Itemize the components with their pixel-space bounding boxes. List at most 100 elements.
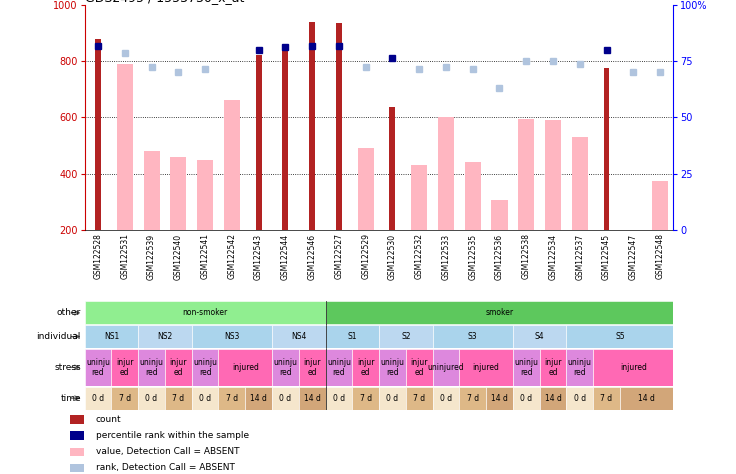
Bar xyxy=(325,301,673,324)
Bar xyxy=(170,157,186,230)
Bar xyxy=(513,387,539,410)
Bar xyxy=(593,349,673,385)
Text: NS1: NS1 xyxy=(104,332,119,341)
Text: GSM122530: GSM122530 xyxy=(388,234,397,280)
Bar xyxy=(165,349,191,385)
Text: GSM122534: GSM122534 xyxy=(548,234,557,280)
Bar xyxy=(111,349,138,385)
Text: NS4: NS4 xyxy=(291,332,306,341)
Bar xyxy=(604,68,609,230)
Bar xyxy=(85,387,111,410)
Bar xyxy=(438,118,454,230)
Text: 7 d: 7 d xyxy=(226,394,238,402)
Text: GDS2495 / 1553730_x_at: GDS2495 / 1553730_x_at xyxy=(85,0,244,4)
Bar xyxy=(433,325,513,348)
Text: S4: S4 xyxy=(535,332,545,341)
Bar xyxy=(299,387,325,410)
Text: GSM122540: GSM122540 xyxy=(174,234,183,280)
Bar xyxy=(111,387,138,410)
Bar xyxy=(138,349,165,385)
Text: uninju
red: uninju red xyxy=(567,358,592,377)
Text: GSM122541: GSM122541 xyxy=(201,234,210,280)
Text: S3: S3 xyxy=(468,332,478,341)
Bar xyxy=(433,349,459,385)
Bar xyxy=(336,23,342,230)
Text: S5: S5 xyxy=(615,332,625,341)
Text: other: other xyxy=(57,309,81,317)
Text: injured: injured xyxy=(473,363,500,372)
Text: 14 d: 14 d xyxy=(250,394,267,402)
Text: GSM122531: GSM122531 xyxy=(120,234,130,280)
Text: time: time xyxy=(60,394,81,402)
Bar xyxy=(245,387,272,410)
Text: uninjured: uninjured xyxy=(428,363,464,372)
Text: uninju
red: uninju red xyxy=(514,358,538,377)
Bar xyxy=(411,165,427,230)
Text: injur
ed: injur ed xyxy=(116,358,133,377)
Bar xyxy=(219,349,272,385)
Text: GSM122532: GSM122532 xyxy=(414,234,424,280)
Text: injur
ed: injur ed xyxy=(303,358,321,377)
Text: individual: individual xyxy=(37,332,81,341)
Text: uninju
red: uninju red xyxy=(381,358,404,377)
Text: injured: injured xyxy=(620,363,647,372)
Bar xyxy=(272,387,299,410)
Text: S2: S2 xyxy=(401,332,411,341)
Text: value, Detection Call = ABSENT: value, Detection Call = ABSENT xyxy=(96,447,239,456)
Text: GSM122545: GSM122545 xyxy=(602,234,611,280)
Bar xyxy=(389,108,395,230)
Bar xyxy=(379,325,433,348)
Bar xyxy=(144,151,160,230)
Text: uninju
red: uninju red xyxy=(193,358,217,377)
Text: uninju
red: uninju red xyxy=(327,358,351,377)
Bar xyxy=(459,349,513,385)
Text: GSM122535: GSM122535 xyxy=(468,234,477,280)
Text: percentile rank within the sample: percentile rank within the sample xyxy=(96,431,249,440)
Bar xyxy=(272,325,325,348)
Text: 0 d: 0 d xyxy=(146,394,158,402)
Bar xyxy=(353,387,379,410)
Text: 7 d: 7 d xyxy=(360,394,372,402)
Bar xyxy=(224,100,240,230)
Bar xyxy=(572,137,588,230)
Bar xyxy=(518,118,534,230)
Bar xyxy=(219,387,245,410)
Text: NS3: NS3 xyxy=(224,332,239,341)
Bar xyxy=(433,387,459,410)
Bar xyxy=(70,431,85,440)
Text: injur
ed: injur ed xyxy=(544,358,562,377)
Text: 0 d: 0 d xyxy=(92,394,104,402)
Bar xyxy=(325,325,379,348)
Text: GSM122542: GSM122542 xyxy=(227,234,236,280)
Text: 0 d: 0 d xyxy=(333,394,345,402)
Text: 14 d: 14 d xyxy=(638,394,655,402)
Text: injur
ed: injur ed xyxy=(169,358,187,377)
Text: GSM122527: GSM122527 xyxy=(334,234,344,280)
Bar xyxy=(138,387,165,410)
Bar xyxy=(299,349,325,385)
Text: 7 d: 7 d xyxy=(172,394,185,402)
Text: 7 d: 7 d xyxy=(118,394,131,402)
Text: rank, Detection Call = ABSENT: rank, Detection Call = ABSENT xyxy=(96,464,235,472)
Bar xyxy=(85,349,111,385)
Bar xyxy=(539,387,567,410)
Bar xyxy=(486,387,513,410)
Bar xyxy=(70,447,85,456)
Bar xyxy=(464,163,481,230)
Text: uninju
red: uninju red xyxy=(86,358,110,377)
Text: 0 d: 0 d xyxy=(386,394,398,402)
Text: 14 d: 14 d xyxy=(304,394,321,402)
Bar xyxy=(539,349,567,385)
Text: uninju
red: uninju red xyxy=(140,358,163,377)
Text: NS2: NS2 xyxy=(158,332,172,341)
Bar xyxy=(379,349,406,385)
Bar xyxy=(325,349,353,385)
Bar xyxy=(620,387,673,410)
Text: 0 d: 0 d xyxy=(279,394,291,402)
Bar xyxy=(406,349,433,385)
Bar xyxy=(652,181,668,230)
Text: S1: S1 xyxy=(347,332,357,341)
Text: 0 d: 0 d xyxy=(440,394,452,402)
Text: GSM122533: GSM122533 xyxy=(442,234,450,280)
Bar xyxy=(191,387,219,410)
